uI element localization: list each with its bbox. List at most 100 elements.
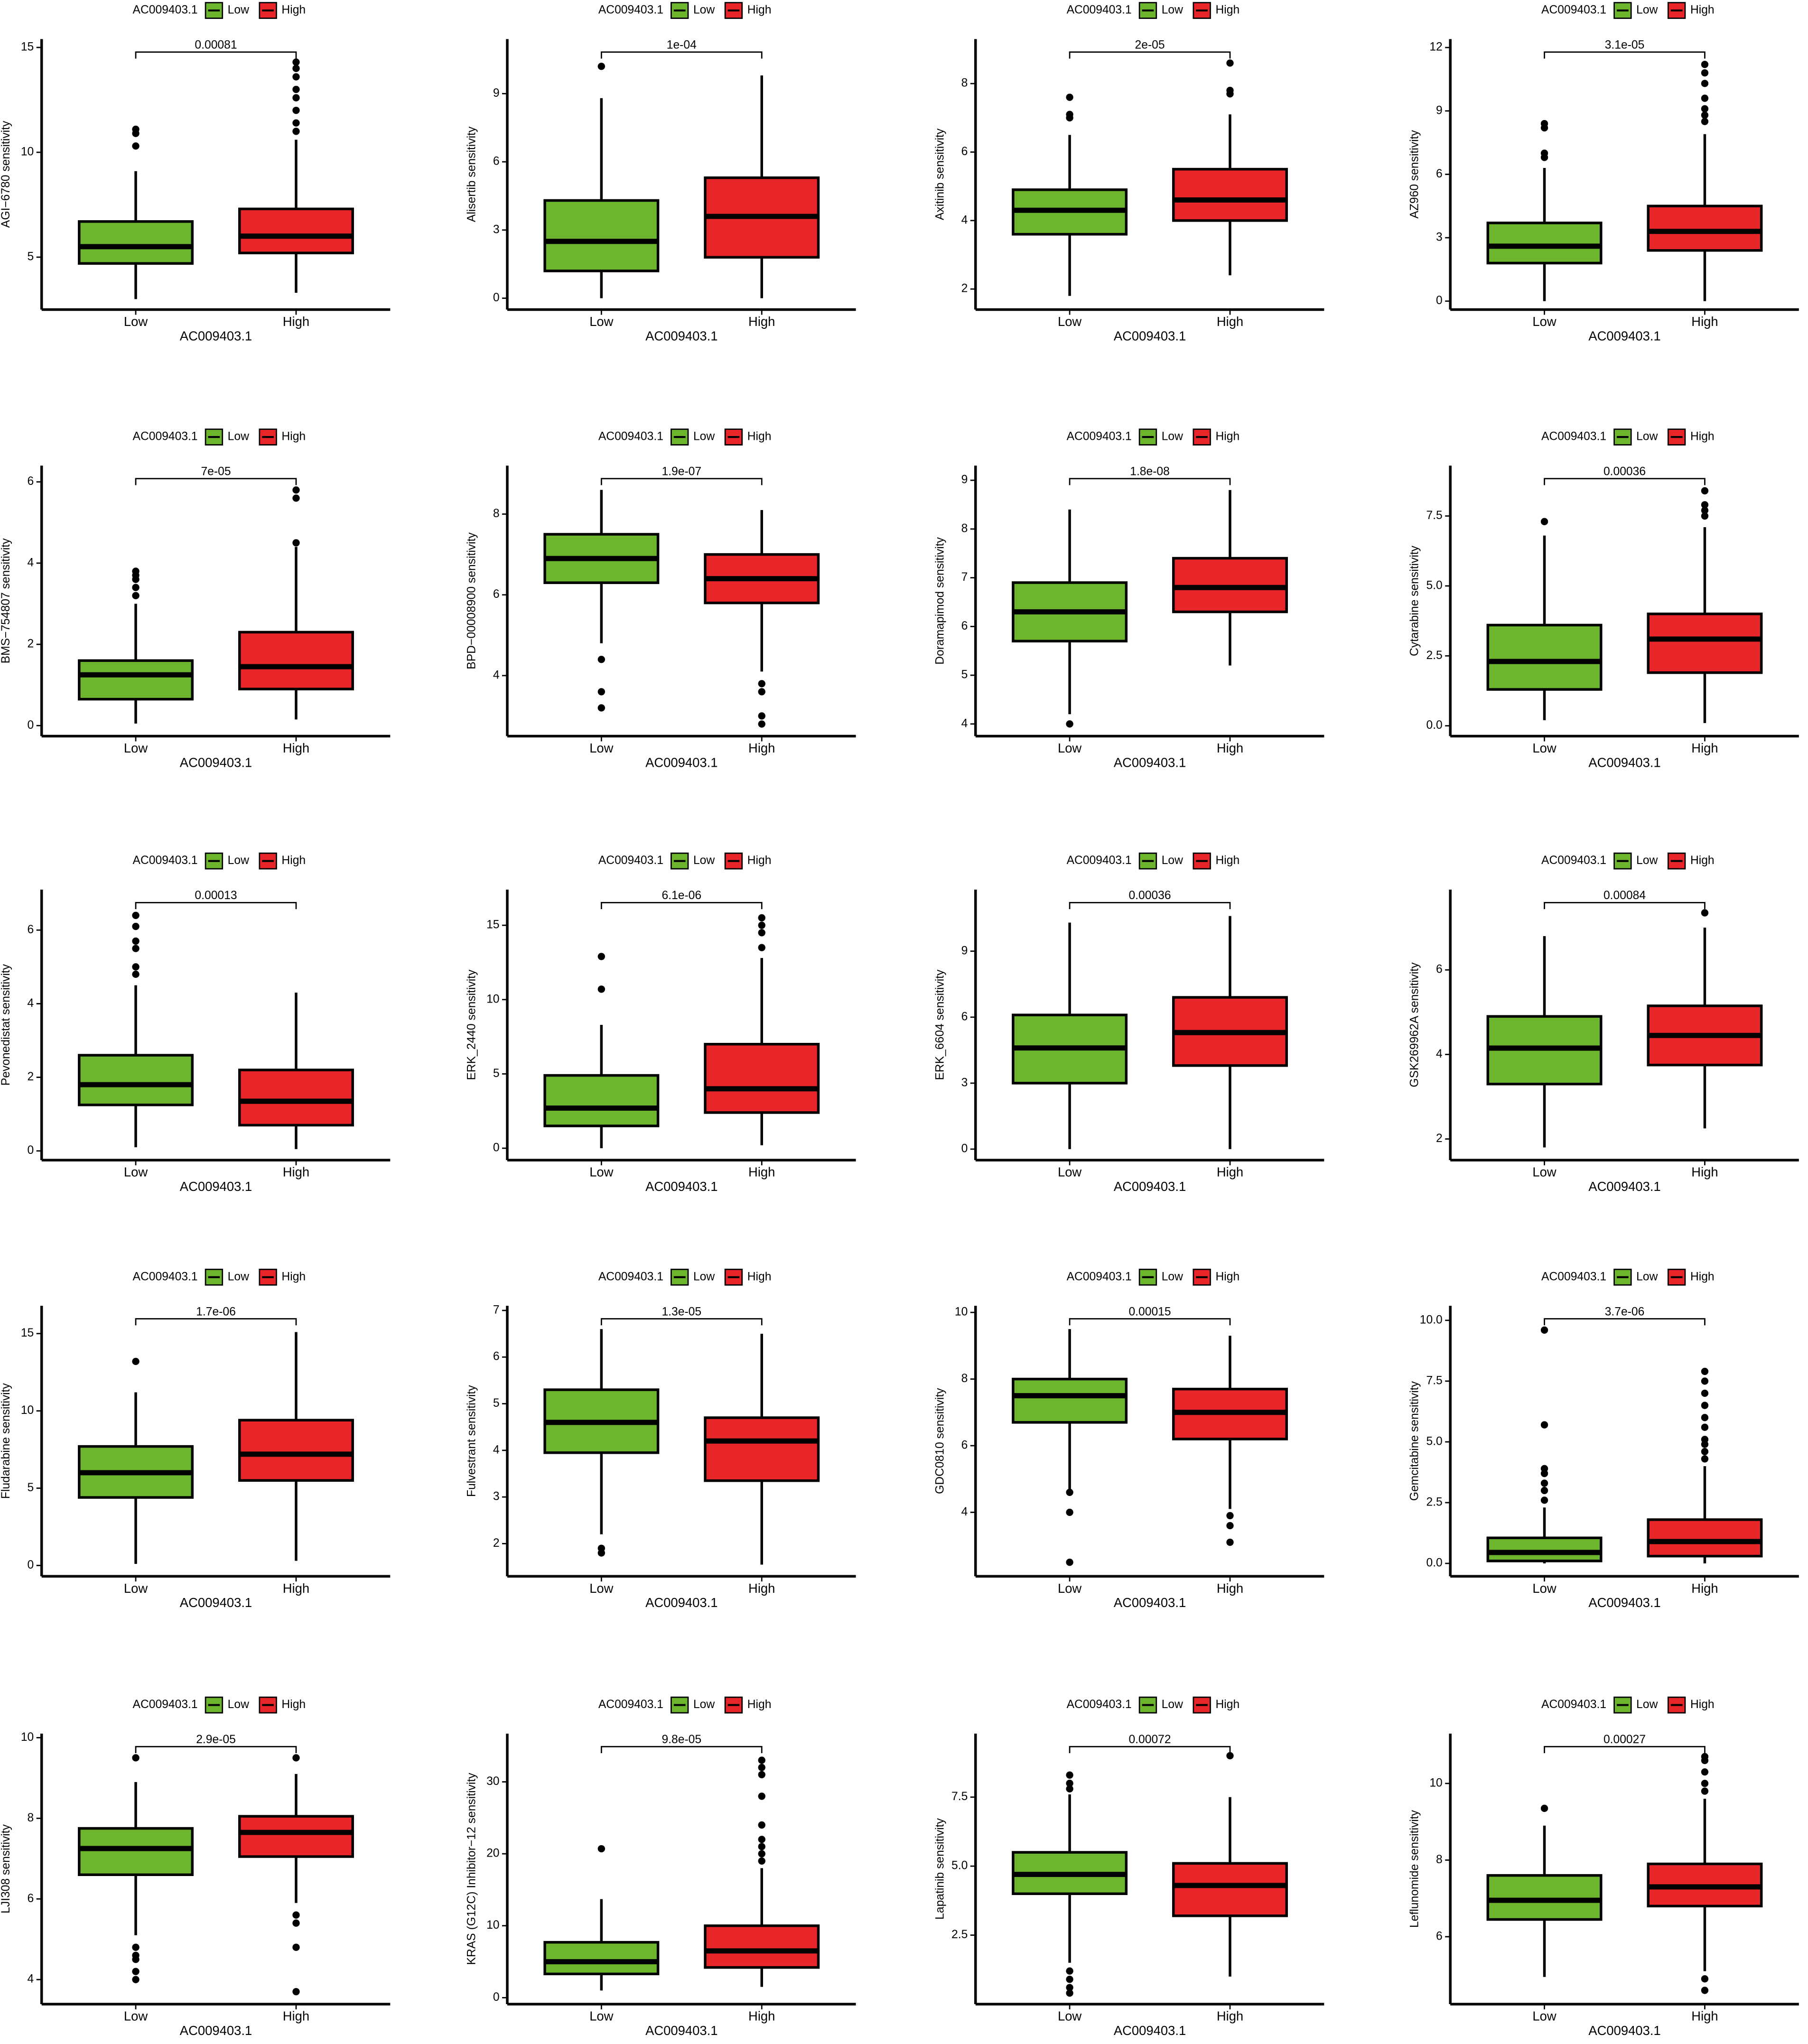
y-tick-label: 15 <box>486 919 499 931</box>
outlier <box>1226 1752 1234 1760</box>
outlier <box>758 929 765 937</box>
outlier <box>292 58 300 66</box>
y-tick-label: 6 <box>28 475 34 488</box>
outlier <box>132 125 140 133</box>
legend-title: AC009403.1 <box>1541 430 1606 443</box>
y-axis-title: Lapatinib sensitivity <box>933 1818 946 1919</box>
outlier <box>292 1943 300 1951</box>
outlier <box>597 656 606 663</box>
outlier <box>1701 1367 1709 1375</box>
bracket <box>135 902 297 910</box>
outlier <box>597 688 606 696</box>
legend-title: AC009403.1 <box>1067 430 1132 443</box>
outlier <box>132 1976 140 1983</box>
outlier <box>1701 1780 1709 1787</box>
legend-label: Low <box>693 1698 715 1711</box>
p-value: 0.00081 <box>195 39 237 52</box>
x-axis-title: AC009403.1 <box>1588 1595 1660 1610</box>
y-tick-label: 15 <box>21 41 34 54</box>
box <box>238 1815 354 1858</box>
legend-title: AC009403.1 <box>133 1698 198 1711</box>
outlier <box>1540 518 1548 525</box>
legend-label: Low <box>1162 430 1183 443</box>
p-value: 0.00072 <box>1128 1733 1171 1746</box>
outlier <box>292 85 300 93</box>
y-tick-label: 10 <box>486 1919 499 1932</box>
y-axis-title: Axitinib sensitivity <box>933 128 946 220</box>
panel: 5 10 15 Low High AC009403.1 AGI−6780 sensitivi… <box>0 2 391 343</box>
y-tick-label: 5.0 <box>951 1859 968 1872</box>
x-tick-label: High <box>283 1581 309 1596</box>
legend-label: High <box>1690 4 1715 17</box>
outlier <box>758 712 765 720</box>
x-tick-label: Low <box>589 2009 613 2024</box>
legend-label: Low <box>693 4 715 17</box>
y-axis-title: ERK_6604 sensitivity <box>933 969 946 1080</box>
panel: 4 6 8 10 Low High AC009403.1 LJI308 sensitivity… <box>0 1696 391 2038</box>
p-value: 1.8e-08 <box>1130 465 1170 478</box>
p-value: 0.00036 <box>1603 465 1646 478</box>
p-value: 1.9e-07 <box>662 465 701 478</box>
outlier <box>1701 1423 1709 1431</box>
x-axis-title: AC009403.1 <box>645 755 718 770</box>
p-value: 1.7e-06 <box>196 1305 236 1318</box>
p-value: 0.00013 <box>195 889 237 902</box>
y-tick-label: 8 <box>1436 1853 1443 1866</box>
outlier <box>597 953 606 960</box>
box <box>1647 613 1763 674</box>
outlier <box>1226 1512 1234 1520</box>
panel: 2 4 6 Low High AC009403.1 GSK269962A sensitivi… <box>1408 852 1799 1194</box>
outlier <box>292 539 300 547</box>
x-axis-title: AC009403.1 <box>1114 755 1186 770</box>
legend-title: AC009403.1 <box>1067 1270 1132 1283</box>
outlier <box>758 1857 765 1865</box>
panel: 0 3 6 9 Low High AC009403.1 Alisertib sensitivi… <box>466 2 856 343</box>
y-axis-title: ERK_2440 sensitivity <box>466 969 478 1080</box>
legend-label: Low <box>228 854 249 867</box>
box <box>1647 204 1763 252</box>
y-tick-label: 10 <box>21 1404 34 1417</box>
y-tick-label: 6 <box>493 588 500 601</box>
y-tick-label: 2.5 <box>1426 649 1442 662</box>
p-value: 2.9e-05 <box>196 1733 236 1746</box>
legend-title: AC009403.1 <box>133 4 198 17</box>
y-tick-label: 2.5 <box>1426 1496 1442 1509</box>
y-tick-label: 5.0 <box>1426 1435 1442 1448</box>
panel: 0 5 10 15 Low High AC009403.1 ERK_2440 sensitiv… <box>466 852 856 1194</box>
outlier <box>1701 512 1709 520</box>
y-tick-label: 30 <box>486 1775 499 1788</box>
x-tick-label: Low <box>1532 314 1556 329</box>
y-tick-label: 6 <box>961 1439 968 1451</box>
bracket <box>1069 1318 1231 1326</box>
x-axis-title: AC009403.1 <box>180 1595 252 1610</box>
y-tick-label: 5.0 <box>1426 579 1442 592</box>
outlier <box>132 592 140 600</box>
outlier <box>292 65 300 72</box>
y-axis-title: AZ960 sensitivity <box>1408 130 1421 219</box>
panel: 2 3 4 5 6 7 Low High AC009403.1 Fulvestrant sensi… <box>466 1268 856 1610</box>
y-tick-label: 8 <box>961 77 968 90</box>
outlier <box>292 106 300 114</box>
x-tick-label: Low <box>1532 2009 1556 2024</box>
y-tick-label: 0 <box>493 291 500 304</box>
outlier <box>758 1821 765 1829</box>
y-axis-title: Pevonedistat sensitivity <box>0 964 12 1086</box>
outlier <box>1066 1989 1073 1997</box>
outlier <box>597 63 606 70</box>
y-tick-label: 2 <box>28 1070 34 1083</box>
y-tick-label: 7.5 <box>951 1790 968 1803</box>
legend-label: High <box>747 4 772 17</box>
y-axis-title: KRAS (G12C) Inhibitor−12 sensitivity <box>466 1773 478 1965</box>
y-tick-label: 4 <box>961 717 968 730</box>
y-axis-title: BPD−00008900 sensitivity <box>466 532 478 669</box>
y-tick-label: 3 <box>961 1076 968 1089</box>
outlier <box>132 945 140 952</box>
x-tick-label: Low <box>1058 2009 1081 2024</box>
y-tick-label: 6 <box>1436 963 1443 976</box>
y-tick-label: 2 <box>28 638 34 650</box>
outlier <box>132 567 140 575</box>
y-axis-title: Cytarabine sensitivity <box>1408 545 1421 656</box>
legend-label: High <box>1215 1698 1240 1711</box>
box <box>78 220 194 265</box>
